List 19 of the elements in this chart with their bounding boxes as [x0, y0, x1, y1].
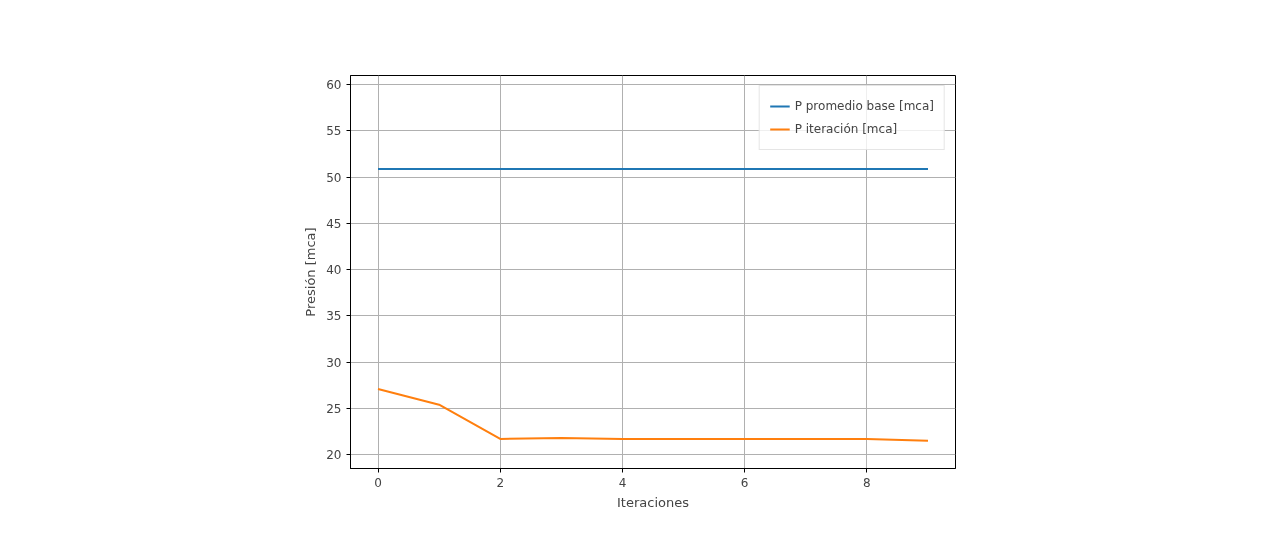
y-axis-title: Presión [mca]: [303, 227, 319, 317]
line-series: [377, 387, 929, 442]
x-tick-label: 4: [618, 475, 627, 490]
y-tick-label: 50: [326, 170, 342, 185]
y-tick-label: 30: [326, 355, 342, 370]
x-tick-label: 0: [374, 475, 382, 490]
legend-label: P iteración [mca]: [794, 122, 898, 136]
y-tick-label: 25: [326, 401, 342, 416]
legend-label: P promedio base [mca]: [794, 99, 934, 113]
y-tick-label: 55: [326, 124, 342, 139]
x-axis-title: Iteraciones: [617, 494, 690, 510]
y-tick-label: 40: [326, 263, 342, 278]
y-tick-label: 20: [326, 448, 342, 463]
x-tick-label: 6: [740, 475, 749, 490]
x-tick-label: 8: [863, 475, 871, 490]
x-tick-label: 2: [496, 475, 505, 490]
y-tick-label: 45: [326, 216, 342, 231]
y-tick-label: 60: [326, 78, 342, 93]
y-tick-label: 35: [326, 309, 342, 324]
